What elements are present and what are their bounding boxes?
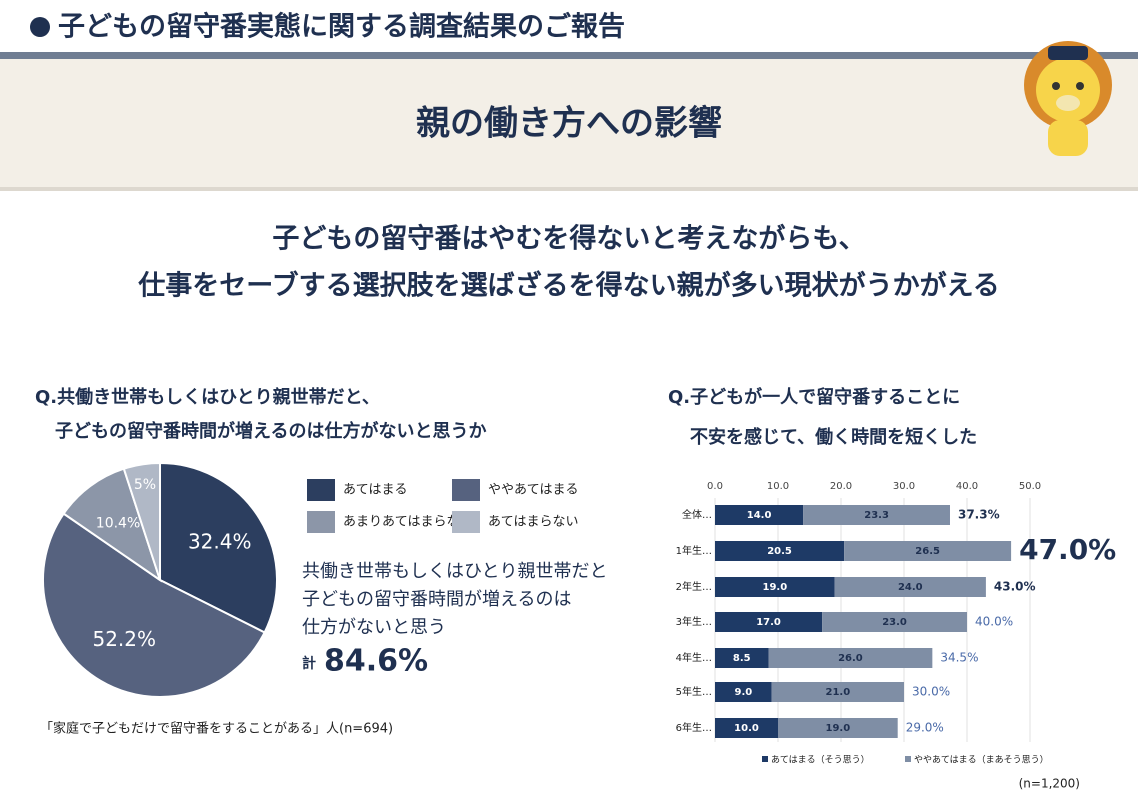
x-tick-label: 0.0 <box>707 481 723 492</box>
bar <box>844 541 1012 561</box>
mascot <box>1024 41 1112 156</box>
annotation: 共働き世帯もしくはひとり親世帯だと <box>302 561 607 582</box>
bar-label: 14.0 <box>747 510 772 521</box>
bullet <box>30 17 50 37</box>
question: Q.共働き世帯もしくはひとり親世帯だと、 <box>35 386 380 408</box>
legend-label: あてはまる <box>343 483 407 498</box>
x-tick-label: 40.0 <box>956 481 978 492</box>
question: 不安を感じて、働く時間を短くした <box>690 426 977 448</box>
bar <box>715 577 835 597</box>
total-label: 34.5% <box>940 651 978 665</box>
bar <box>778 718 898 738</box>
total-label: 40.0% <box>975 615 1013 629</box>
pie-slice <box>159 461 278 634</box>
header-title: 子どもの留守番実態に関する調査結果のご報告 <box>58 11 625 43</box>
section-band <box>0 59 1138 187</box>
note: 「家庭で子どもだけで留守番をすることがある」人(n=694) <box>40 721 393 737</box>
bar-label: 26.5 <box>915 546 940 557</box>
bar-label: 19.0 <box>826 723 851 734</box>
pie-label: 32.4% <box>188 530 252 554</box>
total: 84.6% <box>324 644 428 679</box>
x-tick-label: 20.0 <box>830 481 852 492</box>
bar-label: 21.0 <box>826 687 851 698</box>
bar-label: 24.0 <box>898 582 923 593</box>
bar-label: 23.0 <box>882 617 907 628</box>
pie-slice <box>62 467 162 583</box>
bar <box>715 648 769 668</box>
headline: 子どもの留守番はやむを得ないと考えながらも、 <box>272 223 865 255</box>
pie-slice <box>42 512 266 698</box>
pie-label: 5% <box>134 477 156 493</box>
bar <box>822 612 967 632</box>
pie-slice <box>122 461 161 581</box>
bar <box>715 505 804 525</box>
total-label: 47.0% <box>1019 533 1116 566</box>
pie-label: 10.4% <box>96 516 140 532</box>
legend-swatch <box>762 756 768 762</box>
legend-swatch <box>452 511 480 533</box>
question: 子どもの留守番時間が増えるのは仕方がないと思うか <box>55 420 486 442</box>
legend-label: あてはまらない <box>488 515 578 530</box>
y-tick-label: 2年生… <box>676 580 712 593</box>
bar <box>715 541 845 561</box>
total-prefix: 計 <box>302 655 316 672</box>
legend-swatch <box>307 511 335 533</box>
bar-label: 19.0 <box>763 582 788 593</box>
x-tick-label: 30.0 <box>893 481 915 492</box>
total-label: 43.0% <box>994 580 1036 594</box>
pie-label: 52.2% <box>92 627 156 651</box>
bar-label: 9.0 <box>734 687 752 698</box>
header-rule <box>0 52 1138 59</box>
total-label: 30.0% <box>912 685 950 699</box>
legend-swatch <box>307 479 335 501</box>
bar <box>715 682 772 702</box>
note: (n=1,200) <box>1019 777 1080 791</box>
y-tick-label: 全体… <box>682 508 712 521</box>
total-label: 29.0% <box>906 721 944 735</box>
bar <box>715 612 823 632</box>
bar <box>715 718 778 738</box>
bar-label: 23.3 <box>864 510 889 521</box>
section-title: 親の働き方への影響 <box>416 104 722 144</box>
x-tick-label: 50.0 <box>1019 481 1041 492</box>
legend-swatch <box>905 756 911 762</box>
bar-label: 8.5 <box>733 653 751 664</box>
legend-swatch <box>452 479 480 501</box>
legend-label: ややあてはまる（まあそう思う） <box>914 755 1049 766</box>
total-label: 37.3% <box>958 508 1000 522</box>
y-tick-label: 3年生… <box>676 615 712 628</box>
bar <box>771 682 904 702</box>
question: Q.子どもが一人で留守番することに <box>668 386 960 408</box>
bar <box>834 577 986 597</box>
bar-label: 26.0 <box>838 653 863 664</box>
bar-label: 10.0 <box>734 723 759 734</box>
annotation: 仕方がないと思う <box>302 617 446 638</box>
y-tick-label: 5年生… <box>676 685 712 698</box>
y-tick-label: 1年生… <box>676 544 712 557</box>
legend-label: あまりあてはまらな <box>343 515 459 530</box>
headline: 仕事をセーブする選択肢を選ばざるを得ない親が多い現状がうかがえる <box>137 270 1000 302</box>
y-tick-label: 4年生… <box>676 651 712 664</box>
annotation: 子どもの留守番時間が増えるのは <box>302 589 571 610</box>
bar-label: 20.5 <box>767 546 792 557</box>
bar <box>803 505 950 525</box>
bar-label: 17.0 <box>756 617 781 628</box>
x-tick-label: 10.0 <box>767 481 789 492</box>
legend-label: ややあてはまる <box>488 483 578 498</box>
band-shadow <box>0 187 1138 191</box>
y-tick-label: 6年生… <box>676 721 712 734</box>
legend-label: あてはまる（そう思う） <box>771 755 870 766</box>
bar <box>768 648 933 668</box>
